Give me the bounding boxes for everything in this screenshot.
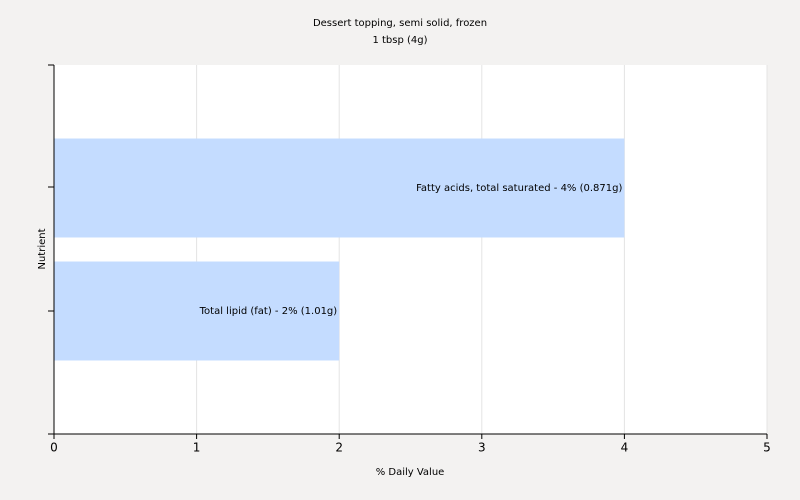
plot-area [54,65,767,434]
bar [54,261,340,361]
bar [54,138,625,238]
x-tick-label: 1 [193,441,201,455]
x-tick-label: 3 [478,441,486,455]
y-axis-label: Nutrient [37,228,48,269]
x-tick-label: 0 [50,441,58,455]
data-label: Total lipid (fat) - 2% (1.01g) [199,306,338,317]
plot-layer [53,65,768,434]
chart-subtitle: 1 tbsp (4g) [372,35,427,46]
chart-title: Dessert topping, semi solid, frozen [313,18,487,29]
data-label: Fatty acids, total saturated - 4% (0.871… [416,183,622,194]
x-axis-label: % Daily Value [376,467,445,478]
x-tick-label: 5 [763,441,771,455]
x-tick-label: 2 [335,441,343,455]
x-tick-label: 4 [621,441,629,455]
